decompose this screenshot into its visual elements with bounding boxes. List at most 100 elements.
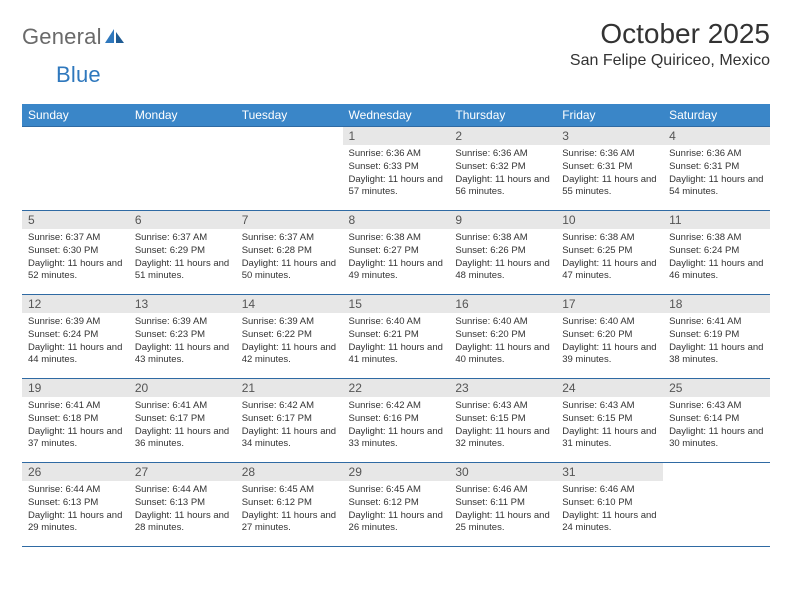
calendar-cell: 29Sunrise: 6:45 AMSunset: 6:12 PMDayligh… bbox=[343, 463, 450, 547]
day-number: 23 bbox=[449, 379, 556, 397]
day-body: Sunrise: 6:36 AMSunset: 6:31 PMDaylight:… bbox=[663, 145, 770, 201]
weekday-header: Friday bbox=[556, 104, 663, 127]
calendar-row: 26Sunrise: 6:44 AMSunset: 6:13 PMDayligh… bbox=[22, 463, 770, 547]
calendar-cell: 17Sunrise: 6:40 AMSunset: 6:20 PMDayligh… bbox=[556, 295, 663, 379]
sunset-line: Sunset: 6:32 PM bbox=[455, 161, 525, 172]
day-number: 21 bbox=[236, 379, 343, 397]
sunrise-line: Sunrise: 6:40 AM bbox=[562, 316, 634, 327]
calendar-cell: 20Sunrise: 6:41 AMSunset: 6:17 PMDayligh… bbox=[129, 379, 236, 463]
calendar-cell: 22 Sunrise: 6:42 AM Sunset: 6:16 PM Dayligh… bbox=[343, 379, 450, 463]
sail-icon bbox=[105, 29, 125, 45]
day-number: 15 bbox=[343, 295, 450, 313]
day-body: Sunrise: 6:43 AMSunset: 6:15 PMDaylight:… bbox=[449, 397, 556, 453]
calendar-cell: 1Sunrise: 6:36 AMSunset: 6:33 PMDaylight… bbox=[343, 127, 450, 211]
daylight-line: Daylight: 11 hours and 50 minutes. bbox=[242, 258, 336, 282]
day-body: Sunrise: 6:37 AMSunset: 6:30 PMDaylight:… bbox=[22, 229, 129, 285]
daylight-line: Daylight: 11 hours and 29 minutes. bbox=[28, 510, 122, 534]
sunrise-line: Sunrise: 6:42 AM bbox=[349, 400, 421, 411]
sunset-line: Sunset: 6:21 PM bbox=[349, 329, 419, 340]
day-number: 27 bbox=[129, 463, 236, 481]
sunset-line: Sunset: 6:11 PM bbox=[455, 497, 525, 508]
sunrise-line: Sunrise: 6:38 AM bbox=[455, 232, 527, 243]
sunset-line: Sunset: 6:16 PM bbox=[349, 413, 419, 424]
calendar-cell: .. bbox=[22, 127, 129, 211]
daylight-line: Daylight: 11 hours and 57 minutes. bbox=[349, 174, 443, 198]
sunrise-line: Sunrise: 6:37 AM bbox=[242, 232, 314, 243]
calendar-cell: 10Sunrise: 6:38 AMSunset: 6:25 PMDayligh… bbox=[556, 211, 663, 295]
day-number: 1 bbox=[343, 127, 450, 145]
day-body: Sunrise: 6:42 AMSunset: 6:17 PMDaylight:… bbox=[236, 397, 343, 453]
sunset-line: Sunset: 6:17 PM bbox=[135, 413, 205, 424]
day-number: 20 bbox=[129, 379, 236, 397]
brand-name-part1: General bbox=[22, 24, 102, 50]
day-number: 10 bbox=[556, 211, 663, 229]
daylight-line: Daylight: 11 hours and 43 minutes. bbox=[135, 342, 229, 366]
day-number: 13 bbox=[129, 295, 236, 313]
day-body: Sunrise: 6:45 AMSunset: 6:12 PMDaylight:… bbox=[236, 481, 343, 537]
sunset-line: Sunset: 6:15 PM bbox=[562, 413, 632, 424]
sunrise-line: Sunrise: 6:43 AM bbox=[562, 400, 634, 411]
brand-logo: General bbox=[22, 18, 127, 50]
daylight-line: Daylight: 11 hours and 41 minutes. bbox=[349, 342, 443, 366]
calendar-cell: 3Sunrise: 6:36 AMSunset: 6:31 PMDaylight… bbox=[556, 127, 663, 211]
day-number: 17 bbox=[556, 295, 663, 313]
day-body: Sunrise: 6:46 AMSunset: 6:11 PMDaylight:… bbox=[449, 481, 556, 537]
daylight-line: Daylight: 11 hours and 28 minutes. bbox=[135, 510, 229, 534]
daylight-line: Daylight: 11 hours and 47 minutes. bbox=[562, 258, 656, 282]
sunset-line: Sunset: 6:28 PM bbox=[242, 245, 312, 256]
calendar-table: SundayMondayTuesdayWednesdayThursdayFrid… bbox=[22, 104, 770, 547]
weekday-header: Tuesday bbox=[236, 104, 343, 127]
day-number: 11 bbox=[663, 211, 770, 229]
daylight-line: Daylight: 11 hours and 55 minutes. bbox=[562, 174, 656, 198]
day-body: Sunrise: 6:38 AMSunset: 6:25 PMDaylight:… bbox=[556, 229, 663, 285]
sunset-line: Sunset: 6:15 PM bbox=[455, 413, 525, 424]
sunset-line: Sunset: 6:29 PM bbox=[135, 245, 205, 256]
day-number: 8 bbox=[343, 211, 450, 229]
sunset-line: Sunset: 6:18 PM bbox=[28, 413, 98, 424]
daylight-line: Daylight: 11 hours and 40 minutes. bbox=[455, 342, 549, 366]
sunrise-line: Sunrise: 6:46 AM bbox=[562, 484, 634, 495]
sunrise-line: Sunrise: 6:37 AM bbox=[135, 232, 207, 243]
sunrise-line: Sunrise: 6:39 AM bbox=[135, 316, 207, 327]
brand-name-part2: Blue bbox=[56, 62, 101, 87]
daylight-line: Daylight: 11 hours and 32 minutes. bbox=[455, 426, 549, 450]
calendar-cell: 4Sunrise: 6:36 AMSunset: 6:31 PMDaylight… bbox=[663, 127, 770, 211]
daylight-line: Daylight: 11 hours and 46 minutes. bbox=[669, 258, 763, 282]
sunrise-line: Sunrise: 6:36 AM bbox=[669, 148, 741, 159]
sunrise-line: Sunrise: 6:46 AM bbox=[455, 484, 527, 495]
day-body: Sunrise: 6:39 AM Sunset: 6:23 PM Daylight:… bbox=[129, 313, 236, 369]
calendar-cell: 8Sunrise: 6:38 AMSunset: 6:27 PMDaylight… bbox=[343, 211, 450, 295]
sunrise-line: Sunrise: 6:39 AM bbox=[242, 316, 314, 327]
daylight-line: Daylight: 11 hours and 33 minutes. bbox=[349, 426, 443, 450]
day-number: 6 bbox=[129, 211, 236, 229]
day-body: Sunrise: 6:43 AMSunset: 6:14 PMDaylight:… bbox=[663, 397, 770, 453]
calendar-cell: 7Sunrise: 6:37 AMSunset: 6:28 PMDaylight… bbox=[236, 211, 343, 295]
calendar-cell: 18Sunrise: 6:41 AMSunset: 6:19 PMDayligh… bbox=[663, 295, 770, 379]
sunset-line: Sunset: 6:31 PM bbox=[562, 161, 632, 172]
daylight-line: Daylight: 11 hours and 44 minutes. bbox=[28, 342, 122, 366]
weekday-header: Monday bbox=[129, 104, 236, 127]
calendar-cell: 13 Sunrise: 6:39 AM Sunset: 6:23 PM Dayligh… bbox=[129, 295, 236, 379]
day-number: 18 bbox=[663, 295, 770, 313]
day-number: 9 bbox=[449, 211, 556, 229]
daylight-line: Daylight: 11 hours and 26 minutes. bbox=[349, 510, 443, 534]
day-number: 29 bbox=[343, 463, 450, 481]
sunrise-line: Sunrise: 6:36 AM bbox=[562, 148, 634, 159]
sunset-line: Sunset: 6:23 PM bbox=[135, 329, 205, 340]
calendar-row: 12Sunrise: 6:39 AMSunset: 6:24 PMDayligh… bbox=[22, 295, 770, 379]
sunset-line: Sunset: 6:14 PM bbox=[669, 413, 739, 424]
day-number: 5 bbox=[22, 211, 129, 229]
calendar-cell: 23Sunrise: 6:43 AMSunset: 6:15 PMDayligh… bbox=[449, 379, 556, 463]
day-number: 22 bbox=[343, 379, 450, 397]
month-title: October 2025 bbox=[570, 18, 770, 50]
day-body: Sunrise: 6:46 AMSunset: 6:10 PMDaylight:… bbox=[556, 481, 663, 537]
sunset-line: Sunset: 6:24 PM bbox=[28, 329, 98, 340]
day-body: Sunrise: 6:36 AMSunset: 6:33 PMDaylight:… bbox=[343, 145, 450, 201]
sunrise-line: Sunrise: 6:38 AM bbox=[562, 232, 634, 243]
weekday-header: Wednesday bbox=[343, 104, 450, 127]
day-body: Sunrise: 6:36 AM Sunset: 6:31 PM Daylight:… bbox=[556, 145, 663, 201]
day-body: Sunrise: 6:43 AMSunset: 6:15 PMDaylight:… bbox=[556, 397, 663, 453]
calendar-cell: 12Sunrise: 6:39 AMSunset: 6:24 PMDayligh… bbox=[22, 295, 129, 379]
sunset-line: Sunset: 6:12 PM bbox=[242, 497, 312, 508]
calendar-cell: 5Sunrise: 6:37 AMSunset: 6:30 PMDaylight… bbox=[22, 211, 129, 295]
